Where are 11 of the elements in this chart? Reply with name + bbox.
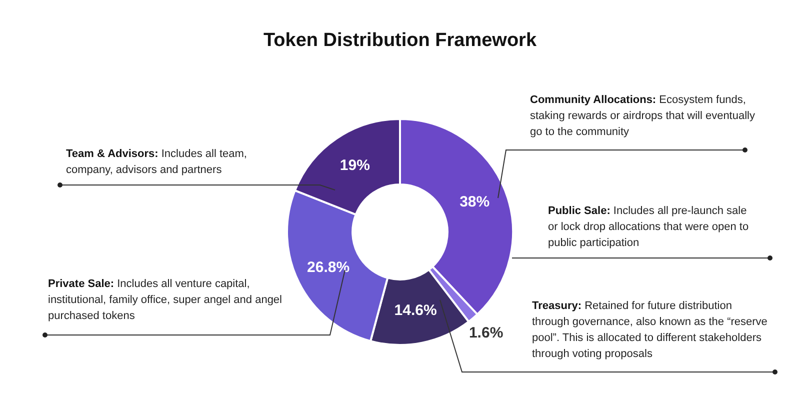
data-label: 14.6%: [394, 302, 437, 319]
text: Team & Advisors: Includes all team, company, advisors and partners: [66, 148, 247, 176]
data-label: 26.8%: [307, 259, 350, 276]
chart-title: Token Distribution Framework: [262, 30, 538, 52]
data-label: 19%: [340, 156, 370, 174]
text: Public Sale: Includes all pre-launch sale or lock drop allocations that were open to public participation: [548, 205, 749, 249]
text: Private Sale: Includes all venture capital, institutional, family office, super angel and angel purchased tokens: [48, 278, 282, 322]
data-label: 1.6%: [468, 324, 504, 342]
text: Community Allocations: Ecosystem funds, staking rewards or airdrops that will eventually go to the community: [530, 94, 755, 138]
data-label: 38%: [460, 194, 490, 211]
text: Treasury: Retained for future distribution through governance, also known as the “reserve pool”. This is allocated to different stakeholders through voting proposals: [532, 300, 768, 360]
